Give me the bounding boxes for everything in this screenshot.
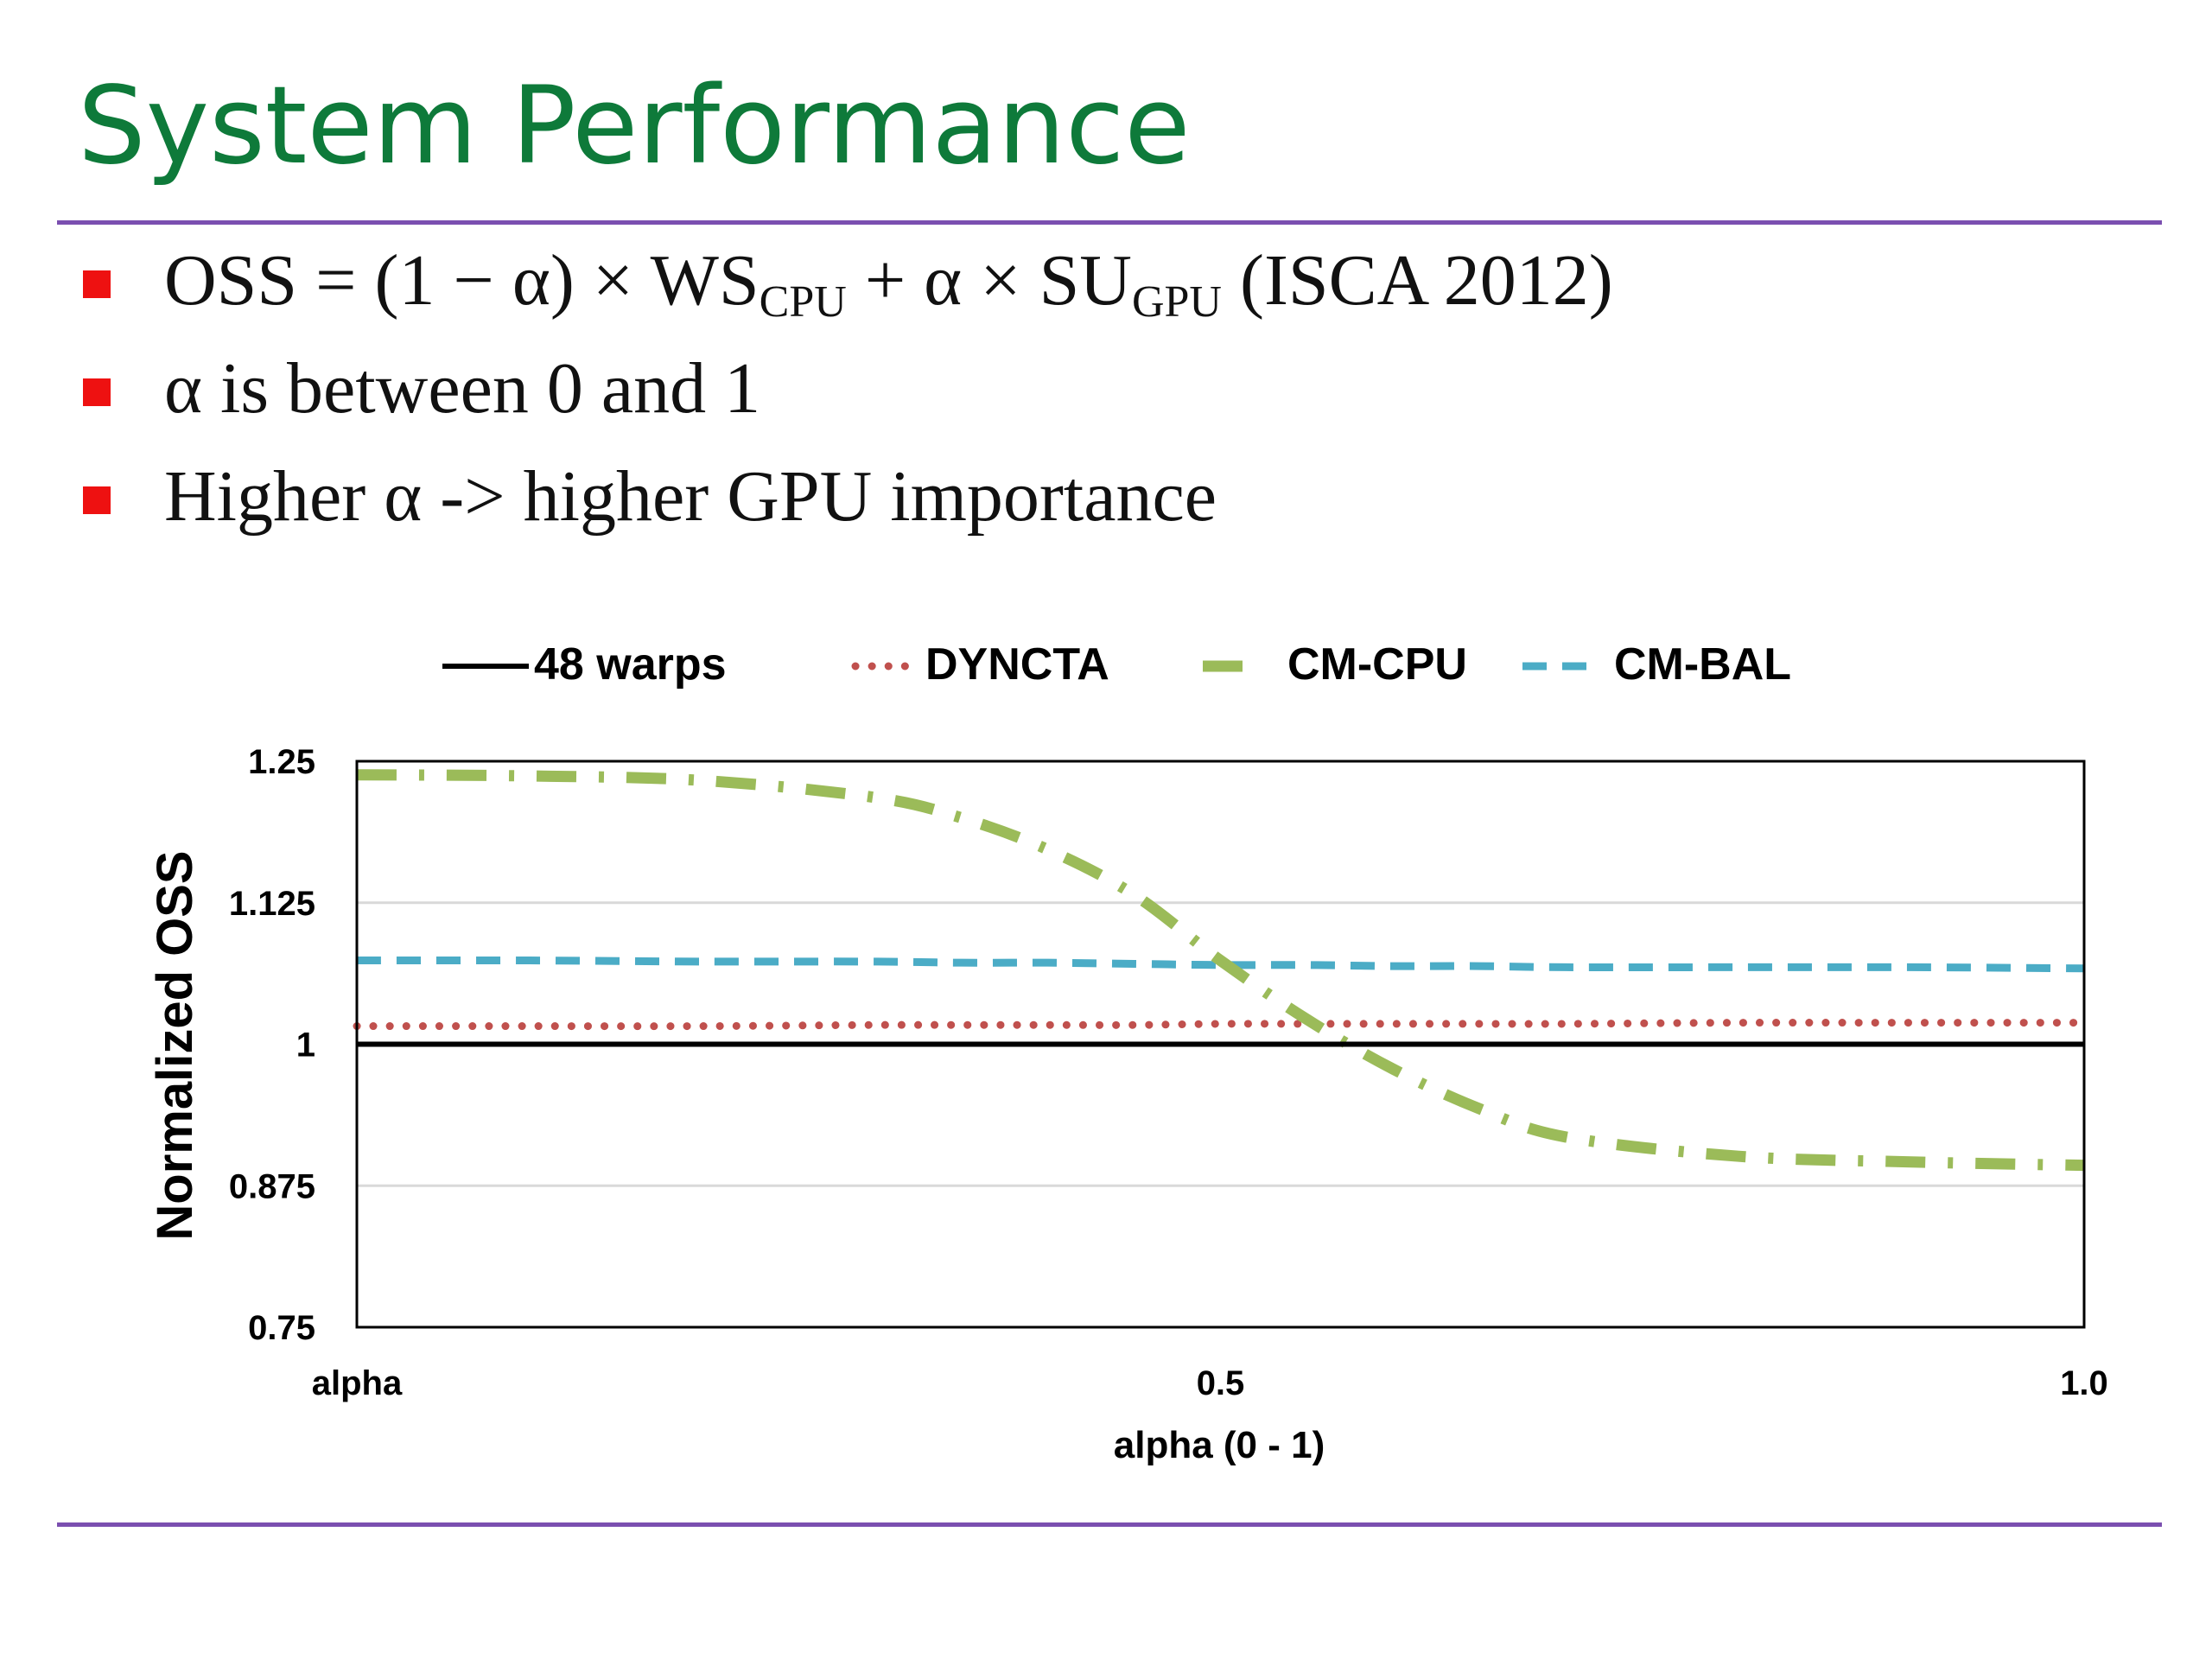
slide-title: System Performance bbox=[78, 64, 1191, 188]
x-tick-label: 0.5 bbox=[1197, 1364, 1245, 1402]
bullet-text: Higher α -> higher GPU importance bbox=[164, 456, 1217, 537]
y-tick-label: 1.125 bbox=[229, 885, 315, 923]
line-chart: 48 warps DYNCTA CM-CPU CM-BAL 0.75 0.875 1 1.1… bbox=[147, 639, 2108, 1466]
bullet-item: α is between 0 and 1 bbox=[83, 337, 2070, 441]
x-axis-ticks: alpha 0.5 1.0 bbox=[312, 1364, 2108, 1402]
chart-legend: 48 warps DYNCTA CM-CPU CM-BAL bbox=[442, 639, 1791, 690]
legend-label-48-warps: 48 warps bbox=[534, 639, 727, 690]
bullet-square-icon bbox=[83, 270, 111, 298]
legend-label-dyncta: DYNCTA bbox=[925, 639, 1109, 690]
bullet-square-icon bbox=[83, 486, 111, 514]
footer-divider bbox=[57, 1522, 2162, 1527]
bullet-item: OSS = (1 − α) × WSCPU + α × SUGPU (ISCA … bbox=[83, 229, 2070, 333]
y-tick-label: 0.75 bbox=[248, 1309, 315, 1347]
y-tick-label: 1.25 bbox=[248, 743, 315, 781]
title-divider bbox=[57, 220, 2162, 225]
series-line-cm-cpu bbox=[356, 769, 2085, 1172]
series-lines bbox=[353, 769, 2088, 1172]
x-axis-label: alpha (0 - 1) bbox=[1114, 1424, 1325, 1466]
bullet-text: α is between 0 and 1 bbox=[164, 348, 761, 429]
legend-label-cm-cpu: CM-CPU bbox=[1287, 639, 1467, 690]
legend-label-cm-bal: CM-BAL bbox=[1614, 639, 1791, 690]
y-tick-label: 1 bbox=[296, 1027, 315, 1065]
x-tick-label: 1.0 bbox=[2060, 1364, 2108, 1402]
bullet-square-icon bbox=[83, 378, 111, 406]
bullet-item: Higher α -> higher GPU importance bbox=[83, 445, 2070, 549]
plot-area-frame bbox=[355, 760, 2086, 1329]
y-axis-ticks: 0.75 0.875 1 1.125 1.25 bbox=[229, 743, 315, 1347]
series-line-dyncta bbox=[353, 1019, 2088, 1031]
bullet-text: OSS = (1 − α) × WSCPU + α × SUGPU (ISCA … bbox=[164, 240, 1613, 327]
y-tick-label: 0.875 bbox=[229, 1167, 315, 1205]
x-tick-label: alpha bbox=[312, 1364, 403, 1402]
y-axis-label: Normalized OSS bbox=[147, 850, 203, 1240]
